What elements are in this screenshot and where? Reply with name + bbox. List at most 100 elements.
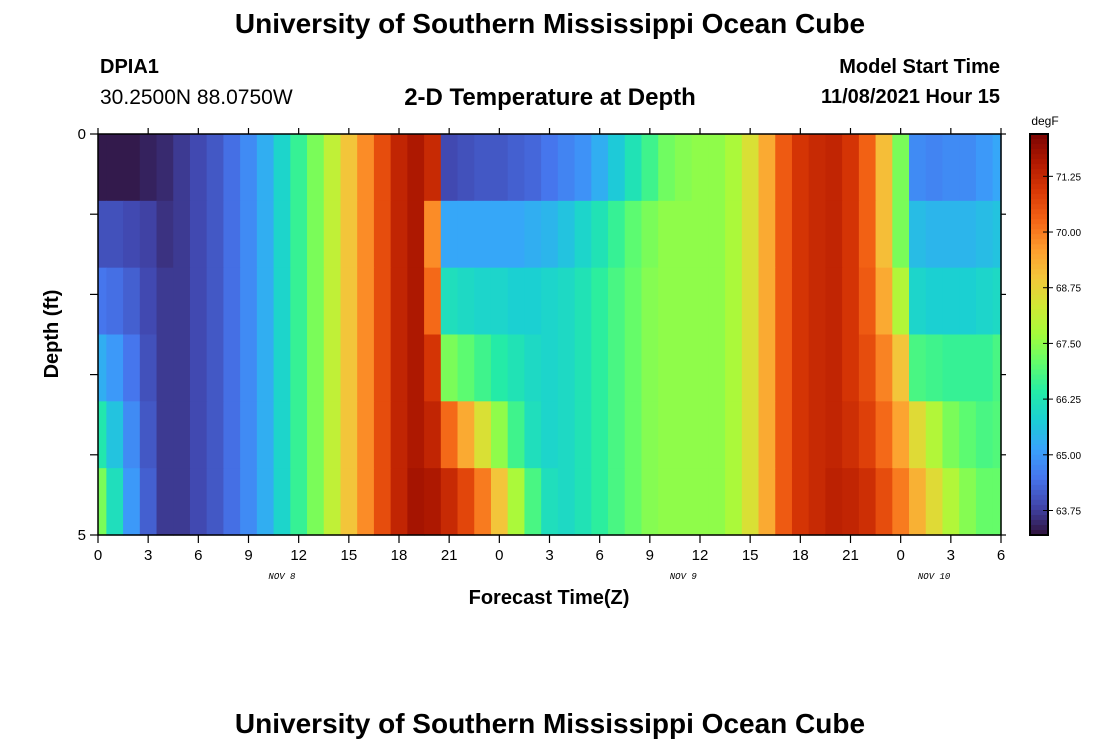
colorbar-segment: [1030, 459, 1048, 466]
heatmap-cell: [808, 267, 827, 336]
heatmap-cell: [123, 267, 141, 336]
colorbar-segment: [1030, 519, 1048, 526]
heatmap-cell: [507, 134, 526, 202]
heatmap-cell: [975, 468, 994, 536]
heatmap-cell: [507, 334, 526, 402]
heatmap-cell: [256, 334, 275, 402]
heatmap-cell: [357, 200, 375, 269]
x-tick-label: 0: [896, 547, 904, 564]
colorbar-segment: [1030, 144, 1048, 150]
x-tick-label: 3: [545, 547, 553, 564]
x-tick-label: 0: [495, 547, 503, 564]
heatmap-cell: [139, 200, 158, 269]
heatmap-cell: [925, 200, 944, 269]
heatmap-cell: [925, 134, 944, 202]
colorbar-segment: [1030, 204, 1048, 210]
heatmap-cell: [725, 468, 743, 536]
heatmap-cell: [892, 134, 910, 202]
heatmap-cell: [808, 134, 827, 202]
colorbar-segment: [1030, 504, 1048, 511]
heatmap-cell: [173, 468, 191, 536]
heatmap-cell: [307, 134, 325, 202]
heatmap-cell: [758, 401, 776, 469]
heatmap-cell: [641, 267, 659, 336]
colorbar-segment: [1030, 404, 1048, 411]
colorbar-segment: [1030, 299, 1048, 306]
colorbar-segment: [1030, 529, 1048, 536]
heatmap-cell: [608, 134, 626, 202]
heatmap-cell: [307, 401, 325, 469]
heatmap-cell: [741, 334, 760, 402]
heatmap-cell: [725, 200, 743, 269]
heatmap-cell: [357, 468, 375, 536]
heatmap-cell: [591, 200, 609, 269]
heatmap-cell: [791, 468, 810, 536]
colorbar-segment: [1030, 229, 1048, 235]
heatmap-cell: [373, 200, 392, 269]
heatmap-cell: [959, 401, 977, 469]
colorbar-segment: [1030, 174, 1048, 180]
heatmap-cell: [641, 468, 659, 536]
heatmap-cell: [256, 401, 275, 469]
heatmap-cell: [925, 334, 944, 402]
heatmap-cell: [290, 267, 308, 336]
colorbar-segment: [1030, 499, 1048, 506]
heatmap-cell: [842, 401, 860, 469]
y-tick-label: 0: [78, 126, 86, 143]
heatmap-cell: [825, 401, 843, 469]
colorbar-segment: [1030, 329, 1048, 336]
heatmap-cell: [674, 200, 693, 269]
x-tick-label: 15: [742, 547, 759, 564]
colorbar-segment: [1030, 164, 1048, 170]
heatmap-cell: [307, 200, 325, 269]
heatmap-cell: [123, 134, 141, 202]
heatmap-cell: [240, 334, 258, 402]
heatmap-cell: [674, 134, 693, 202]
colorbar-segment: [1030, 449, 1048, 456]
heatmap-cell: [909, 468, 927, 536]
heatmap-cell: [474, 134, 492, 202]
colorbar-segment: [1030, 269, 1048, 275]
heatmap-cell: [959, 468, 977, 536]
station-coordinates: 30.2500N 88.0750W: [100, 86, 293, 109]
heatmap-cell: [290, 200, 308, 269]
heatmap-cell: [925, 468, 944, 536]
colorbar-segment: [1030, 364, 1048, 371]
heatmap-cell: [574, 200, 592, 269]
colorbar-segment: [1030, 139, 1048, 145]
x-tick-label: 9: [646, 547, 654, 564]
heatmap-cell: [106, 267, 124, 336]
heatmap-cell: [842, 468, 860, 536]
heatmap-cell: [775, 468, 793, 536]
colorbar-segment: [1030, 509, 1048, 516]
x-tick-label: 12: [290, 547, 307, 564]
heatmap-cell: [591, 401, 609, 469]
heatmap-cell: [825, 267, 843, 336]
heatmap-cell: [674, 401, 693, 469]
heatmap-cell: [524, 334, 542, 402]
colorbar-segment: [1030, 439, 1048, 446]
heatmap-cell: [390, 134, 408, 202]
heatmap-cell: [457, 267, 475, 336]
heatmap-cell: [708, 200, 726, 269]
colorbar-segment: [1030, 294, 1048, 301]
colorbar-segment: [1030, 424, 1048, 431]
heatmap-cell: [557, 134, 576, 202]
x-tick-label: 6: [194, 547, 202, 564]
heatmap-cell: [307, 267, 325, 336]
heatmap-cell: [608, 401, 626, 469]
heatmap-cell: [791, 134, 810, 202]
x-axis-title: Forecast Time(Z): [469, 587, 630, 609]
heatmap-cell: [173, 267, 191, 336]
colorbar-segment: [1030, 309, 1048, 316]
x-tick-label: 18: [792, 547, 809, 564]
heatmap-cell: [340, 267, 358, 336]
heatmap-cell: [992, 334, 1002, 402]
heatmap-cell: [490, 401, 509, 469]
heatmap-cell: [942, 267, 960, 336]
heatmap-cell: [307, 334, 325, 402]
heatmap-cell: [541, 134, 559, 202]
heatmap-cell: [875, 334, 893, 402]
heatmap-cell: [474, 334, 492, 402]
heatmap-cell: [290, 334, 308, 402]
